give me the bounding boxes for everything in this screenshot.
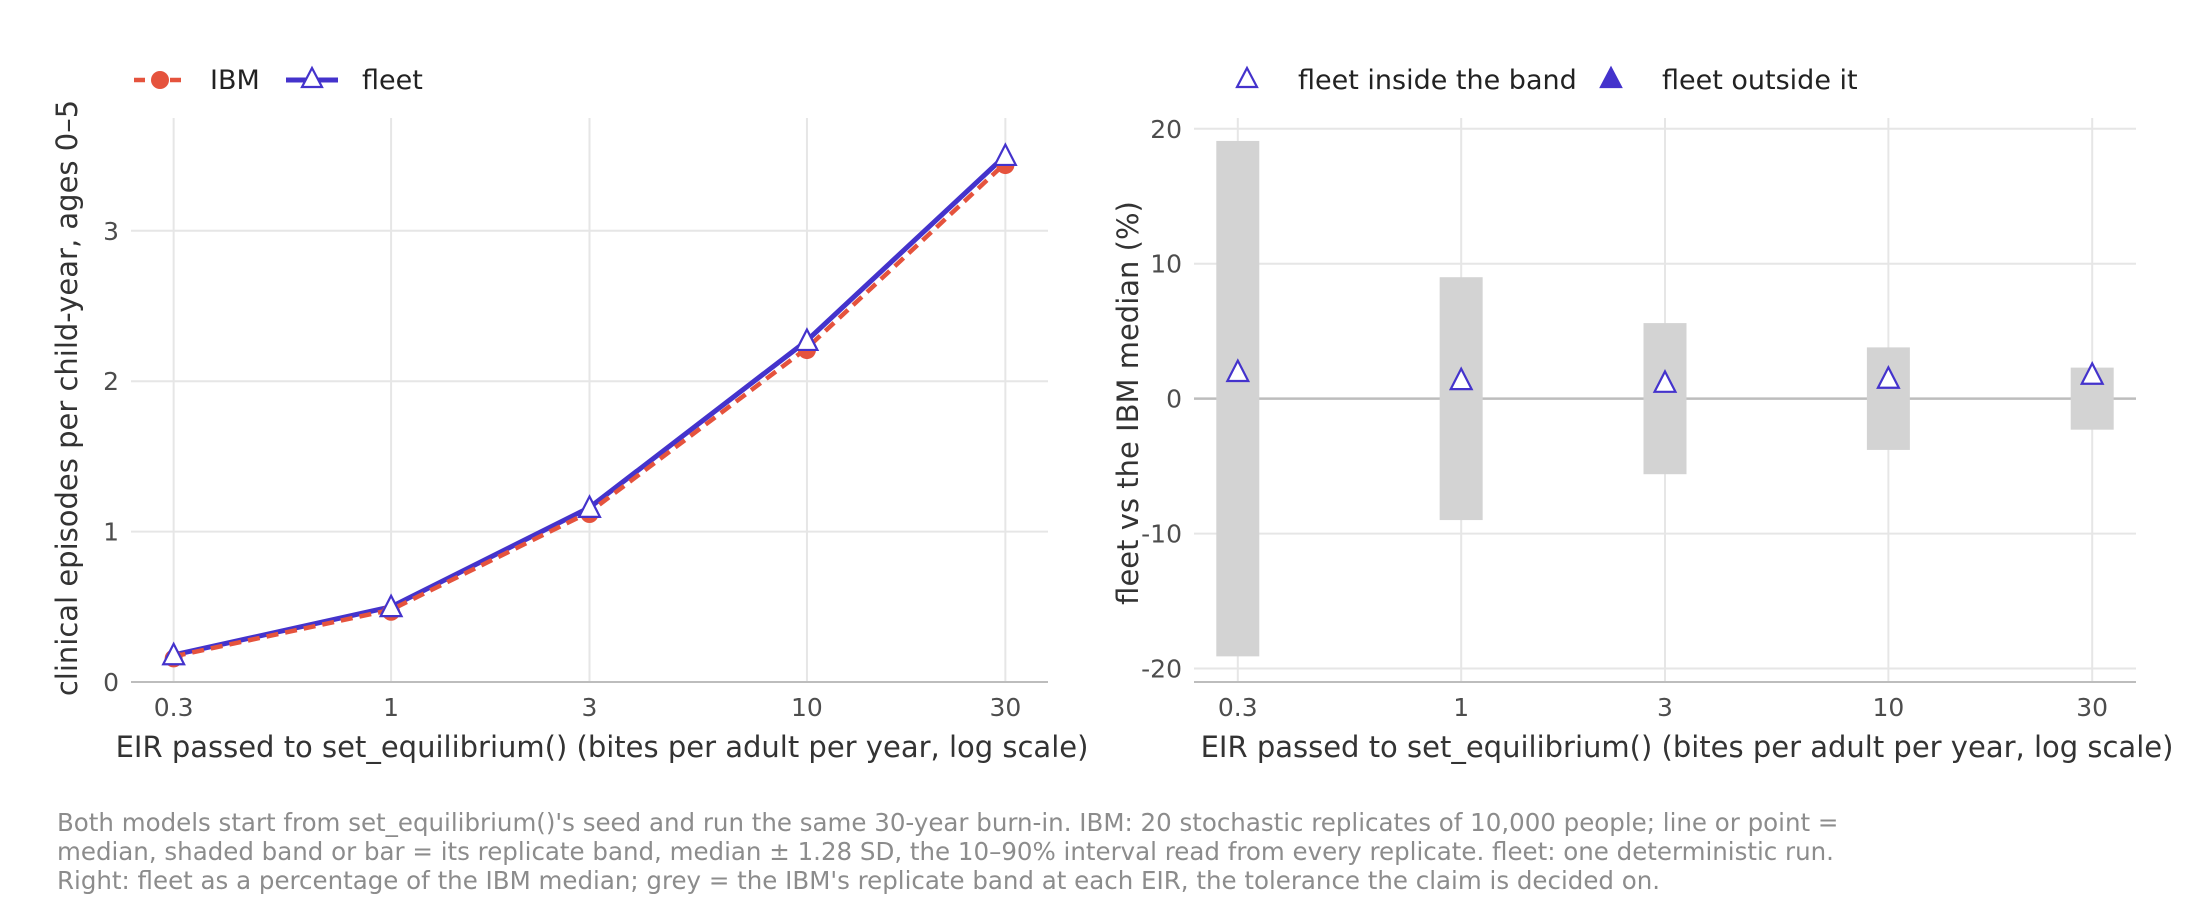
fleet-point-inside [1652, 369, 1678, 393]
left-tick-labels: 0.3 1 3 10 30 0 1 2 3 [103, 217, 1021, 722]
fleet-point-inside [2079, 360, 2105, 385]
x-tick-label: 10 [1872, 693, 1904, 722]
figure-caption: Both models start from set_equilibrium()… [57, 808, 2157, 895]
left-legend: IBM fleet [134, 65, 423, 96]
y-tick-label: 20 [1150, 115, 1182, 144]
right-replicate-bands [1216, 140, 2114, 657]
x-tick-label: 1 [383, 693, 399, 722]
legend-fleet-label: fleet [362, 65, 423, 96]
y-tick-label: -10 [1141, 520, 1182, 549]
x-tick-label: 3 [1657, 693, 1673, 722]
right-y-axis-label: fleet vs the IBM median (%) [1111, 201, 1145, 605]
y-tick-label: 1 [103, 518, 119, 547]
replicate-band-bar [1216, 140, 1260, 657]
x-tick-label: 0.3 [154, 693, 194, 722]
right-legend: fleet inside the band fleet outside it [1235, 65, 1858, 96]
x-tick-label: 0.3 [1218, 693, 1258, 722]
x-tick-label: 3 [582, 693, 598, 722]
caption-line: median, shaded band or bar = its replica… [57, 837, 1834, 866]
left-series [161, 142, 1018, 668]
y-tick-label: -20 [1141, 655, 1182, 684]
legend-ibm-label: IBM [210, 65, 260, 96]
legend-fleet-key [286, 65, 338, 89]
x-tick-label: 10 [791, 693, 823, 722]
legend-inside-key [1235, 65, 1259, 89]
replicate-band-bar [1866, 347, 1910, 450]
right-chart-panel: 0.3 1 3 10 30 -20 -10 0 10 20 EIR passed to set_e… [1111, 65, 2173, 764]
legend-outside-label: fleet outside it [1662, 65, 1858, 96]
fleet-point-inside [1225, 358, 1251, 383]
x-tick-label: 1 [1453, 693, 1469, 722]
fleet-point-inside [1876, 365, 1901, 389]
left-gridlines [131, 118, 1048, 683]
right-tick-labels: 0.3 1 3 10 30 -20 -10 0 10 20 [1141, 115, 2108, 722]
fleet-point [794, 327, 820, 352]
legend-inside-label: fleet inside the band [1298, 65, 1577, 96]
y-tick-label: 0 [103, 668, 119, 697]
fleet-point-inside [1448, 366, 1474, 391]
y-tick-label: 3 [103, 217, 119, 246]
right-points [1225, 358, 2105, 393]
y-tick-label: 2 [103, 367, 119, 396]
y-tick-label: 10 [1150, 250, 1182, 279]
left-chart-panel: 0.3 1 3 10 30 0 1 2 3 EIR passed to set_equilibr… [50, 65, 1088, 764]
left-x-axis-label: EIR passed to set_equilibrium() (bites p… [116, 730, 1089, 764]
y-tick-label: 0 [1166, 385, 1182, 414]
fleet-point [577, 494, 602, 518]
legend-ibm-key [134, 71, 186, 89]
left-y-axis-label: clinical episodes per child-year, ages 0… [50, 100, 84, 696]
fleet-point [161, 641, 186, 666]
x-tick-label: 30 [2076, 693, 2108, 722]
fleet-point [378, 593, 404, 618]
replicate-band-bar [1439, 277, 1483, 521]
replicate-band-bar [1643, 323, 1687, 475]
legend-outside-key [1599, 65, 1623, 89]
right-x-axis-label: EIR passed to set_equilibrium() (bites p… [1201, 730, 2174, 764]
fleet-point [993, 142, 1018, 167]
caption-line: Both models start from set_equilibrium()… [57, 808, 1839, 837]
caption-line: Right: fleet as a percentage of the IBM … [57, 866, 1661, 895]
x-tick-label: 30 [989, 693, 1021, 722]
